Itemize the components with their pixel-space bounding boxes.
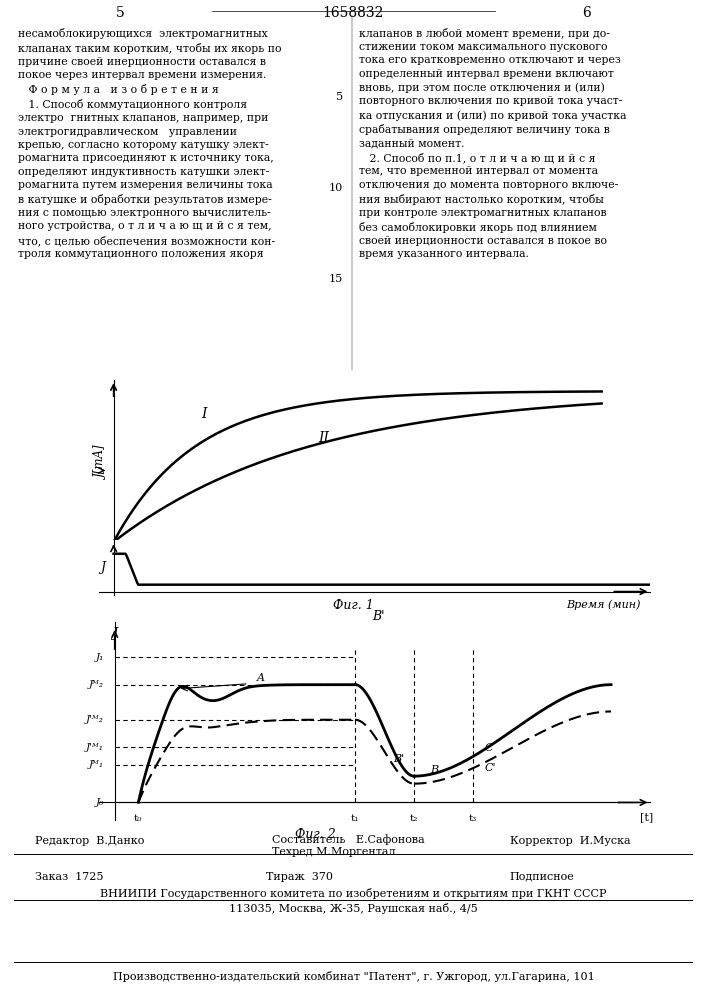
Text: J: J	[112, 627, 117, 640]
Text: Техред М.Моргентал: Техред М.Моргентал	[272, 847, 395, 857]
Text: t₂: t₂	[410, 814, 419, 823]
Text: A: A	[257, 673, 264, 683]
Text: C': C'	[485, 763, 496, 773]
Text: Jᴹ₁: Jᴹ₁	[88, 760, 104, 769]
Text: B: B	[430, 765, 438, 775]
Text: Фиг. 1: Фиг. 1	[333, 599, 374, 612]
Text: t₁: t₁	[351, 814, 359, 823]
Text: I: I	[201, 407, 207, 421]
Text: [t]: [t]	[640, 812, 653, 822]
Text: J[mA]: J[mA]	[95, 446, 108, 479]
Text: 113035, Москва, Ж-35, Раушская наб., 4/5: 113035, Москва, Ж-35, Раушская наб., 4/5	[229, 903, 478, 914]
Text: Производственно-издательский комбинат "Патент", г. Ужгород, ул.Гагарина, 101: Производственно-издательский комбинат "П…	[112, 971, 595, 982]
Text: t₀: t₀	[134, 814, 143, 823]
Text: J: J	[100, 561, 105, 574]
Text: C: C	[485, 743, 493, 753]
Text: t₃: t₃	[469, 814, 477, 823]
Text: 5: 5	[116, 6, 124, 20]
Text: Время (мин): Время (мин)	[566, 600, 641, 610]
Text: J'ᴹ₂: J'ᴹ₂	[86, 715, 104, 724]
Text: Тираж  370: Тираж 370	[266, 872, 333, 882]
Text: Подписное: Подписное	[510, 872, 574, 882]
Text: несамоблокирующихся  электромагнитных
клапанах таким коротким, чтобы их якорь по: несамоблокирующихся электромагнитных кла…	[18, 28, 281, 259]
Text: J'ᴹ₁: J'ᴹ₁	[86, 743, 104, 752]
Text: клапанов в любой момент времени, при до-
стижении током максимального пускового
: клапанов в любой момент времени, при до-…	[359, 28, 626, 259]
Text: B': B'	[372, 610, 385, 624]
Text: J₁: J₁	[95, 653, 104, 662]
Text: II: II	[319, 431, 329, 445]
Text: 5: 5	[336, 93, 343, 103]
Text: B': B'	[393, 754, 404, 764]
Text: Jᴹ₂: Jᴹ₂	[88, 680, 104, 689]
Text: 15: 15	[329, 274, 343, 284]
Text: 6: 6	[583, 6, 591, 20]
Text: ВНИИПИ Государственного комитета по изобретениям и открытиям при ГКНТ СССР: ВНИИПИ Государственного комитета по изоб…	[100, 888, 607, 899]
Text: J₀: J₀	[95, 798, 104, 807]
Text: Редактор  В.Данко: Редактор В.Данко	[35, 836, 144, 846]
Text: Заказ  1725: Заказ 1725	[35, 872, 103, 882]
Text: Корректор  И.Муска: Корректор И.Муска	[510, 836, 630, 846]
Text: 10: 10	[329, 183, 343, 193]
Text: Фиг. 2: Фиг. 2	[296, 828, 336, 841]
Text: 1658832: 1658832	[323, 6, 384, 20]
Text: Составитель   Е.Сафонова: Составитель Е.Сафонова	[272, 834, 425, 845]
